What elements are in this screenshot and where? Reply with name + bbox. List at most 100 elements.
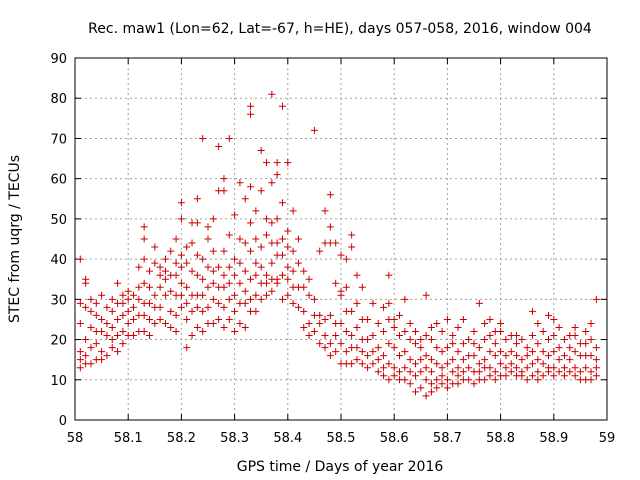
data-point [316,311,324,319]
data-point [215,142,223,150]
data-point [465,364,473,372]
data-point [422,376,430,384]
data-point [177,263,185,271]
data-point [454,364,462,372]
data-point [300,307,308,315]
data-point [433,344,441,352]
data-point [454,372,462,380]
data-point [252,207,260,215]
data-point [231,307,239,315]
data-point [172,235,180,243]
data-point [449,356,457,364]
data-point [587,352,595,360]
data-point [385,376,393,384]
data-point [273,275,281,283]
data-point [119,291,127,299]
data-point [449,368,457,376]
data-point [193,303,201,311]
data-point [140,223,148,231]
data-point [252,235,260,243]
data-point [268,259,276,267]
data-point [539,372,547,380]
y-tick-label: 0 [59,414,67,429]
data-point [337,340,345,348]
data-point [305,291,313,299]
data-point [417,384,425,392]
data-point [167,323,175,331]
data-point [587,368,595,376]
data-point [236,279,244,287]
data-point [87,323,95,331]
data-point [364,315,372,323]
data-point [252,271,260,279]
data-point [523,344,531,352]
data-point [427,336,435,344]
data-point [332,332,340,340]
data-point [257,263,265,271]
data-point [550,315,558,323]
data-point [284,275,292,283]
y-tick-label: 20 [50,334,67,349]
data-point [278,271,286,279]
data-point [486,348,494,356]
data-point [486,372,494,380]
data-point [103,352,111,360]
data-point [390,323,398,331]
data-point [497,328,505,336]
data-point [225,134,233,142]
data-point [396,332,404,340]
data-point [263,291,271,299]
data-point [188,332,196,340]
data-point [247,275,255,283]
data-point [321,315,329,323]
data-point [151,259,159,267]
data-point [76,356,84,364]
data-point [380,303,388,311]
data-point [263,159,271,167]
x-tick-label: 58.2 [167,431,196,446]
data-point [220,187,228,195]
data-point [241,299,249,307]
data-point [98,328,106,336]
data-point [406,336,414,344]
data-point [513,340,521,348]
chart-title: Rec. maw1 (Lon=62, Lat=-67, h=HE), days … [88,21,592,37]
data-point [193,219,201,227]
data-point [108,307,116,315]
data-point [193,251,201,259]
data-point [257,147,265,155]
data-point [215,299,223,307]
data-point [188,307,196,315]
data-point [268,287,276,295]
data-point [417,344,425,352]
data-point [534,319,542,327]
data-point [326,311,334,319]
data-point [161,267,169,275]
data-point [82,352,90,360]
data-point [92,340,100,348]
data-point [76,255,84,263]
data-point [204,223,212,231]
data-point [220,303,228,311]
data-point [172,271,180,279]
data-point [204,263,212,271]
data-point [247,110,255,118]
data-point [130,291,138,299]
data-point [278,295,286,303]
data-point [161,319,169,327]
data-point [518,368,526,376]
data-point [438,348,446,356]
data-point [534,368,542,376]
data-point [87,344,95,352]
data-point [486,364,494,372]
data-point [241,267,249,275]
data-point [316,247,324,255]
data-point [582,364,590,372]
data-point [497,348,505,356]
data-point [571,332,579,340]
data-point [151,291,159,299]
data-point [231,328,239,336]
data-point [443,376,451,384]
data-point [294,235,302,243]
